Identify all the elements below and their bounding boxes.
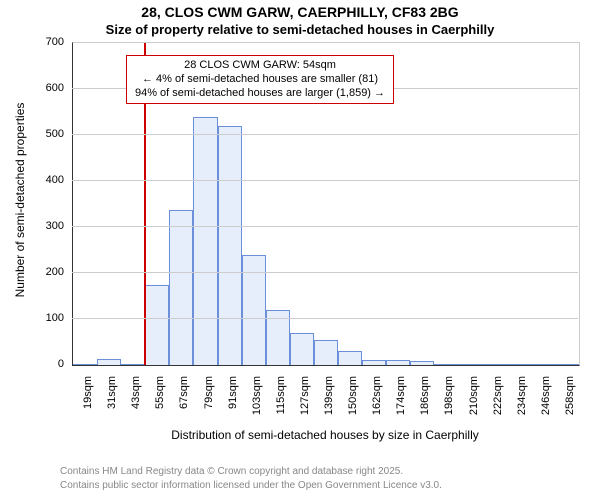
x-tick-label: 79sqm xyxy=(203,376,215,436)
grid-line xyxy=(72,226,578,227)
grid-line xyxy=(72,180,578,181)
histogram-bar xyxy=(314,340,338,365)
x-tick-label: 115sqm xyxy=(275,376,287,436)
x-tick-label: 91sqm xyxy=(227,376,239,436)
histogram-bar xyxy=(193,117,217,365)
histogram-bar xyxy=(218,126,242,365)
grid-line xyxy=(72,318,578,319)
x-tick-label: 127sqm xyxy=(299,376,311,436)
y-tick-label: 200 xyxy=(0,266,64,278)
y-tick-label: 100 xyxy=(0,312,64,324)
x-tick-label: 67sqm xyxy=(178,376,190,436)
y-tick-label: 700 xyxy=(0,36,64,48)
histogram-bar xyxy=(362,360,386,365)
x-tick-label: 19sqm xyxy=(82,376,94,436)
grid-line xyxy=(72,134,578,135)
histogram-bar xyxy=(290,333,314,365)
histogram-bar xyxy=(338,351,362,365)
histogram-bar xyxy=(97,359,121,365)
annotation-line: 94% of semi-detached houses are larger (… xyxy=(131,87,389,101)
annotation-line: ← 4% of semi-detached houses are smaller… xyxy=(131,73,389,87)
histogram-bar xyxy=(507,364,531,365)
histogram-bar xyxy=(73,364,97,365)
histogram-bar xyxy=(386,360,410,365)
copyright-line-2: Contains public sector information licen… xyxy=(60,480,442,491)
x-tick-label: 103sqm xyxy=(251,376,263,436)
chart-title-line-1: 28, CLOS CWM GARW, CAERPHILLY, CF83 2BG xyxy=(0,4,600,20)
histogram-bar xyxy=(169,210,193,365)
histogram-bar xyxy=(483,364,507,365)
y-axis-title: Number of semi-detached properties xyxy=(13,60,27,340)
y-tick-label: 0 xyxy=(0,358,64,370)
x-tick-label: 246sqm xyxy=(540,376,552,436)
y-tick-label: 500 xyxy=(0,128,64,140)
y-tick-label: 400 xyxy=(0,174,64,186)
annotation-box: 28 CLOS CWM GARW: 54sqm← 4% of semi-deta… xyxy=(126,55,394,104)
annotation-line: 28 CLOS CWM GARW: 54sqm xyxy=(131,59,389,73)
x-tick-label: 258sqm xyxy=(564,376,576,436)
copyright-line-1: Contains HM Land Registry data © Crown c… xyxy=(60,466,403,477)
histogram-bar xyxy=(555,364,579,365)
x-tick-label: 174sqm xyxy=(395,376,407,436)
x-tick-label: 139sqm xyxy=(323,376,335,436)
histogram-bar xyxy=(121,364,145,365)
chart-title-line-2: Size of property relative to semi-detach… xyxy=(0,22,600,37)
y-tick-label: 300 xyxy=(0,220,64,232)
x-tick-label: 150sqm xyxy=(347,376,359,436)
histogram-bar xyxy=(459,364,483,365)
x-tick-label: 198sqm xyxy=(443,376,455,436)
x-tick-label: 55sqm xyxy=(154,376,166,436)
histogram-bar xyxy=(531,364,555,365)
x-tick-label: 210sqm xyxy=(468,376,480,436)
histogram-bar xyxy=(410,361,434,365)
chart-container: 28, CLOS CWM GARW, CAERPHILLY, CF83 2BG … xyxy=(0,0,600,500)
x-tick-label: 162sqm xyxy=(371,376,383,436)
x-tick-label: 43sqm xyxy=(130,376,142,436)
x-tick-label: 234sqm xyxy=(516,376,528,436)
x-tick-label: 186sqm xyxy=(419,376,431,436)
histogram-bar xyxy=(434,364,458,365)
grid-line xyxy=(72,272,578,273)
y-tick-label: 600 xyxy=(0,82,64,94)
x-tick-label: 222sqm xyxy=(492,376,504,436)
histogram-bar xyxy=(145,285,169,366)
x-tick-label: 31sqm xyxy=(106,376,118,436)
